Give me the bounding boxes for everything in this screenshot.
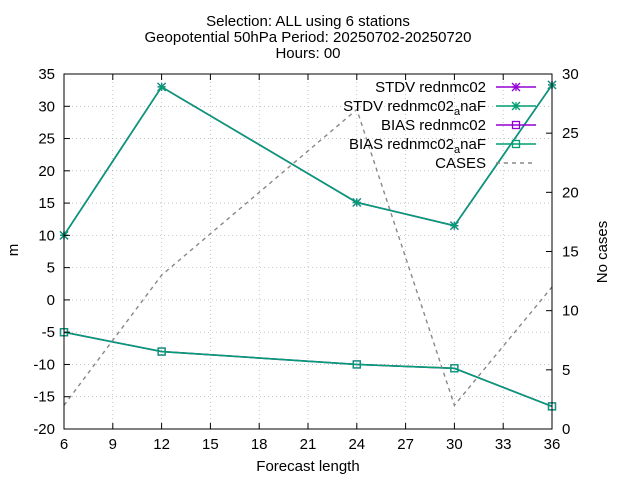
legend-subscript: a [454, 106, 461, 118]
marker-stroke [511, 139, 521, 149]
y-tick-label: -5 [42, 324, 55, 341]
y2-tick-label: 10 [562, 303, 579, 320]
legend-label: CASES [435, 155, 486, 172]
series-line-4 [63, 108, 553, 407]
legend-label: STDV rednmc02 [375, 79, 486, 96]
y2-tick-label: 15 [562, 244, 579, 261]
series-point-3 [157, 347, 166, 356]
y-tick-label: 25 [38, 131, 55, 148]
series-point-1 [352, 197, 362, 207]
y-axis-label: m [5, 244, 22, 257]
x-tick-label: 18 [251, 436, 268, 453]
x-tick-label: 15 [202, 436, 219, 453]
marker-stroke [450, 364, 459, 373]
marker-stroke [511, 101, 521, 111]
y-tick-label: 0 [47, 292, 55, 309]
y-tick-label: 5 [47, 260, 55, 277]
marker-stroke [511, 120, 521, 130]
legend-label: STDV rednmc02anaF [343, 98, 486, 118]
series-point-3 [352, 360, 361, 369]
chart-title-line3: Hours: 00 [275, 45, 340, 62]
legend-marker [511, 139, 521, 149]
y-tick-label: 10 [38, 227, 55, 244]
marker-stroke [352, 197, 362, 207]
series-line-3 [63, 331, 553, 408]
x-tick-label: 9 [109, 436, 117, 453]
legend-label: BIAS rednmc02 [381, 117, 486, 134]
y2-axis-label: No cases [594, 221, 611, 284]
series-point-1 [157, 82, 167, 92]
legend-marker [511, 120, 521, 130]
series-point-1 [449, 221, 459, 231]
axis-ticks: 6 9 12 15 18 21 24 27 30 33 36 -20 -15 -10 -5 0 5 10 15 20 2… [33, 66, 578, 453]
marker-stroke [352, 360, 361, 369]
marker-stroke [511, 82, 521, 92]
x-tick-label: 30 [446, 436, 463, 453]
x-tick-label: 24 [348, 436, 365, 453]
y2-tick-label: 30 [562, 66, 579, 83]
y2-tick-label: 0 [562, 421, 570, 438]
y2-tick-label: 20 [562, 184, 579, 201]
legend-subscript: a [454, 144, 461, 156]
x-tick-label: 21 [300, 436, 317, 453]
y-tick-label: 30 [38, 98, 55, 115]
legend-marker [511, 82, 521, 92]
legend-label-tail: naF [460, 98, 486, 115]
chart-title-line2: Geopotential 50hPa Period: 20250702-2025… [145, 29, 472, 46]
series-point-3 [450, 364, 459, 373]
legend-label-tail: naF [460, 136, 486, 153]
legend-marker [511, 101, 521, 111]
grid [64, 74, 552, 429]
y-tick-label: 15 [38, 195, 55, 212]
x-tick-label: 33 [495, 436, 512, 453]
y2-tick-label: 25 [562, 125, 579, 142]
x-tick-label: 27 [397, 436, 414, 453]
y2-tick-label: 5 [562, 362, 570, 379]
chart-title-line1: Selection: ALL using 6 stations [206, 13, 410, 30]
y-tick-label: 35 [38, 66, 55, 83]
marker-stroke [157, 347, 166, 356]
y-tick-label: 20 [38, 163, 55, 180]
marker-stroke [449, 221, 459, 231]
y-tick-label: -10 [33, 356, 55, 373]
x-axis-label: Forecast length [256, 458, 359, 475]
legend-label: BIAS rednmc02anaF [349, 136, 486, 156]
x-tick-label: 6 [60, 436, 68, 453]
x-tick-label: 36 [544, 436, 561, 453]
y-tick-label: -15 [33, 389, 55, 406]
x-tick-label: 12 [153, 436, 170, 453]
y-tick-label: -20 [33, 421, 55, 438]
marker-stroke [157, 82, 167, 92]
